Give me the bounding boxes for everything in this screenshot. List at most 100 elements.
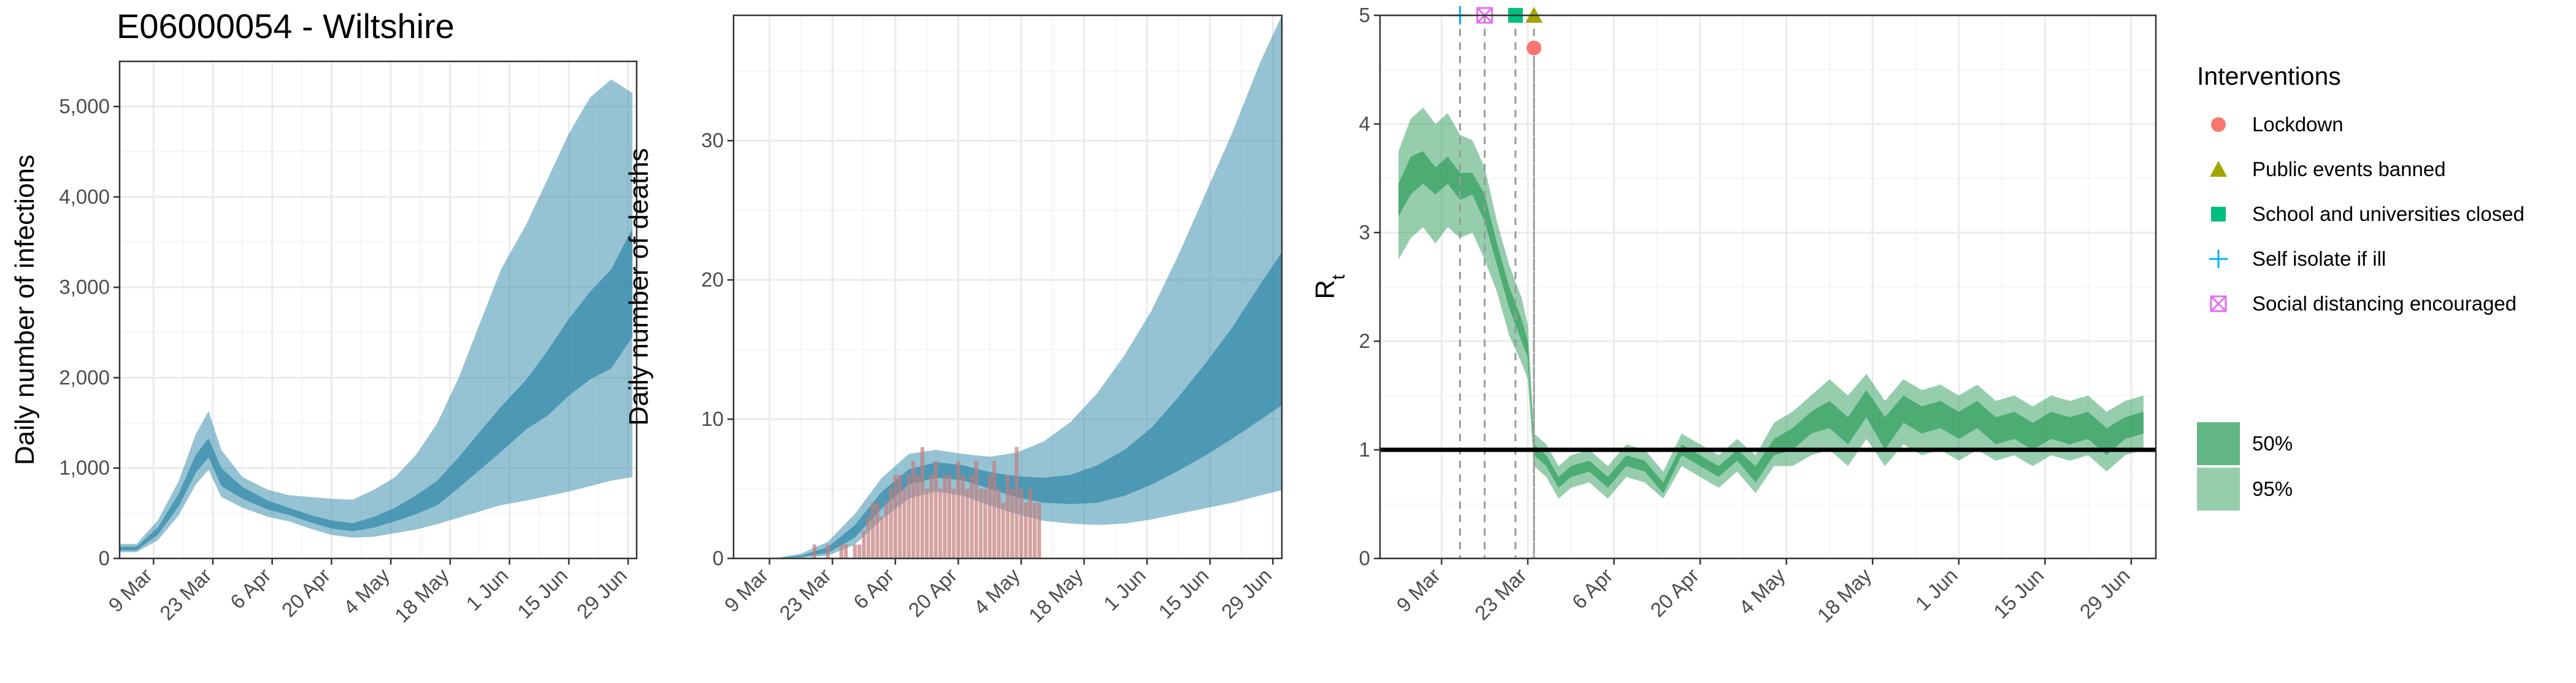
observed-death-bar — [889, 488, 893, 558]
observed-death-bar — [893, 474, 897, 558]
y-tick-label: 0 — [1359, 547, 1370, 569]
observed-death-bar — [826, 544, 830, 558]
x-tick-label: 18 May — [1812, 563, 1876, 627]
x-tick-label: 23 Mar — [775, 564, 835, 625]
x-tick-label: 9 Mar — [104, 564, 156, 617]
y-tick-label: 1 — [1359, 438, 1370, 461]
observed-death-bar — [951, 488, 956, 558]
legend-item-label: Public events banned — [2252, 158, 2446, 180]
x-tick-label: 1 Jun — [1911, 564, 1961, 615]
observed-death-bar — [987, 474, 992, 558]
legend-band-swatch — [2197, 422, 2240, 465]
legend: Lockdown Public events banned School and u… — [2197, 113, 2524, 511]
legend-title: Interventions — [2197, 62, 2341, 90]
observed-death-bar — [997, 488, 1001, 558]
x-tick-label: 9 Mar — [1392, 564, 1445, 617]
observed-death-bar — [992, 461, 997, 558]
observed-death-bar — [978, 488, 983, 558]
legend-band-label: 50% — [2252, 432, 2293, 455]
panel-border — [1379, 14, 2157, 560]
y-tick-label: 30 — [701, 129, 724, 152]
observed-death-bar — [920, 447, 924, 558]
observed-death-bar — [857, 544, 862, 558]
x-tick-label: 4 May — [969, 563, 1024, 619]
observed-death-bar — [902, 488, 907, 558]
observed-death-bar — [983, 488, 987, 558]
legend-key-triangle — [2210, 161, 2227, 177]
x-tick-label: 1 Jun — [461, 564, 512, 615]
observed-death-bar — [871, 503, 875, 558]
y-tick-label: 3,000 — [59, 276, 110, 298]
observed-death-bar — [1032, 503, 1037, 558]
x-tick-label: 20 Apr — [277, 564, 335, 622]
x-tick-label: 20 Apr — [1646, 564, 1703, 622]
band-95 — [734, 15, 1282, 558]
y-axis-title: Daily number of deaths — [624, 148, 654, 425]
observed-death-bar — [943, 474, 947, 558]
observed-death-bar — [1014, 447, 1019, 558]
x-tick-label: 23 Mar — [155, 564, 216, 625]
observed-death-bar — [970, 474, 974, 558]
x-tick-label: 1 Jun — [1099, 564, 1150, 615]
x-tick-label: 18 May — [1024, 563, 1087, 627]
y-tick-label: 20 — [701, 268, 724, 291]
x-tick-label: 23 Mar — [1470, 564, 1531, 625]
observed-death-bar — [844, 544, 848, 558]
y-tick-label: 4 — [1359, 112, 1370, 135]
observed-death-bar — [884, 503, 889, 558]
observed-death-bar — [911, 461, 916, 558]
y-axis-title: Daily number of infections — [10, 155, 40, 465]
observed-death-bar — [1001, 503, 1005, 558]
observed-death-bar — [839, 544, 843, 558]
x-tick-label: 29 Jun — [2076, 564, 2134, 623]
observed-death-bar — [960, 474, 965, 558]
observed-death-bar — [1019, 488, 1024, 558]
x-tick-label: 15 Jun — [1989, 564, 2048, 623]
observed-death-bar — [1024, 503, 1028, 558]
observed-death-bar — [965, 488, 970, 558]
y-tick-label: 5 — [1359, 4, 1370, 26]
observed-death-bar — [880, 516, 884, 558]
legend-band-label: 95% — [2252, 477, 2293, 500]
band-95 — [120, 79, 633, 552]
observed-death-bar — [974, 461, 978, 558]
legend-item-label: Lockdown — [2252, 113, 2344, 136]
observed-death-bar — [898, 474, 902, 558]
observed-death-bar — [866, 516, 870, 558]
x-tick-label: 6 Apr — [1568, 564, 1617, 614]
y-tick-label: 2,000 — [59, 366, 110, 388]
band-50 — [120, 228, 633, 550]
y-tick-label: 2 — [1359, 330, 1370, 352]
x-tick-label: 29 Jun — [1217, 564, 1276, 623]
y-axis-title-subscript: t — [1328, 274, 1349, 280]
x-tick-label: 15 Jun — [1154, 564, 1213, 623]
observed-death-bar — [929, 474, 933, 558]
x-tick-label: 6 Apr — [226, 564, 275, 614]
y-tick-label: 3 — [1359, 221, 1370, 244]
panel-border — [732, 14, 1283, 560]
observed-death-bar — [924, 488, 929, 558]
y-tick-label: 4,000 — [59, 185, 110, 208]
observed-death-bar — [862, 530, 866, 558]
x-tick-label: 4 May — [339, 563, 394, 619]
legend-key-circle — [2211, 117, 2226, 132]
band-50 — [734, 252, 1282, 558]
observed-death-bar — [1010, 488, 1014, 558]
x-tick-label: 15 Jun — [513, 564, 572, 623]
legend-band-swatch — [2197, 468, 2240, 511]
deaths-panel: 0 10 20 30 9 Mar 23 Mar 6 Apr 20 Apr 4 May 18 May… — [624, 14, 1283, 627]
y-axis-title: Rt — [1310, 274, 1349, 299]
observed-death-bar — [947, 474, 951, 558]
panel-border — [118, 60, 638, 560]
intervention-marker — [1526, 41, 1541, 56]
legend-key-plus — [2209, 250, 2228, 268]
x-tick-label: 18 May — [390, 563, 453, 627]
observed-death-bar — [853, 544, 857, 558]
observed-death-bar — [916, 474, 920, 558]
x-tick-label: 4 May — [1735, 563, 1790, 619]
x-tick-label: 20 Apr — [904, 564, 962, 622]
observed-death-bar — [875, 503, 880, 558]
y-tick-label: 1,000 — [59, 457, 110, 479]
